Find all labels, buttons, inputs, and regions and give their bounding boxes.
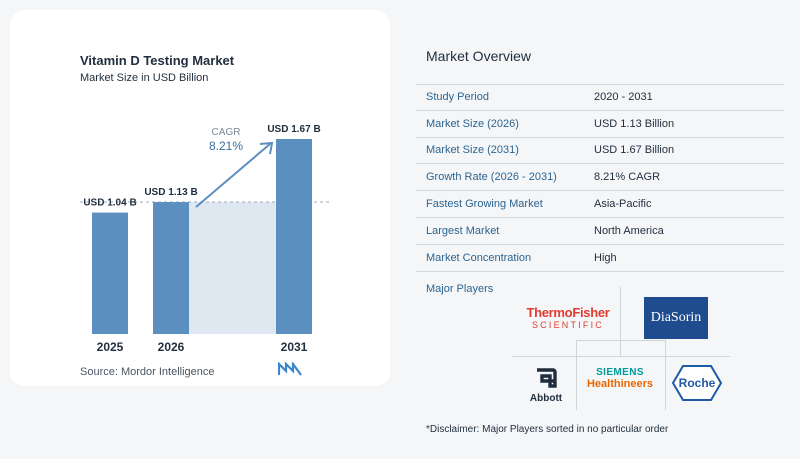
row-value: USD 1.67 Billion	[594, 144, 675, 157]
abbott-logo: Abbott	[522, 362, 570, 408]
row-label: Largest Market	[426, 224, 500, 237]
abbott-wordmark: Abbott	[529, 393, 563, 404]
healthineers-wordmark: Healthineers	[586, 377, 654, 390]
roche-hexagon-icon	[671, 365, 723, 401]
roche-logo: Roche	[671, 364, 723, 402]
overview-row: Largest Market North America	[416, 218, 784, 245]
chart-subtitle: Market Size in USD Billion	[80, 72, 209, 84]
siemens-healthineers-logo: SIEMENS Healthineers	[580, 362, 660, 394]
row-label: Market Size (2031)	[426, 144, 519, 157]
divider	[620, 287, 621, 357]
row-value: Asia-Pacific	[594, 198, 652, 211]
source-note: Source: Mordor Intelligence	[80, 366, 215, 378]
row-value: 8.21% CAGR	[594, 171, 661, 184]
overview-table: Study Period 2020 - 2031 Market Size (20…	[416, 84, 784, 272]
roche-wordmark: Roche	[678, 376, 716, 390]
row-label: Market Concentration	[426, 251, 532, 264]
siemens-wordmark: SIEMENS	[596, 366, 644, 378]
divider	[576, 340, 666, 341]
disclaimer: *Disclaimer: Major Players sorted in no …	[426, 424, 669, 435]
mordor-logo-icon	[278, 362, 302, 376]
row-value: USD 1.13 Billion	[594, 117, 675, 130]
row-value: High	[594, 251, 617, 264]
row-value: North America	[594, 224, 664, 237]
row-label: Growth Rate (2026 - 2031)	[426, 171, 557, 184]
overview-row: Market Size (2026) USD 1.13 Billion	[416, 111, 784, 138]
overview-row: Market Size (2031) USD 1.67 Billion	[416, 138, 784, 165]
diasorin-wordmark: DiaSorin	[650, 310, 702, 325]
row-label: Market Size (2026)	[426, 117, 519, 130]
overview-title: Market Overview	[426, 48, 532, 64]
major-players-label: Major Players	[426, 283, 494, 295]
overview-row: Market Concentration High	[416, 245, 784, 272]
thermo-fisher-subtext: SCIENTIFIC	[531, 319, 604, 330]
overview-row: Growth Rate (2026 - 2031) 8.21% CAGR	[416, 164, 784, 192]
thermo-fisher-wordmark: ThermoFisher	[526, 304, 610, 320]
chart-title: Vitamin D Testing Market	[80, 53, 235, 68]
abbott-icon	[537, 368, 557, 388]
divider	[665, 340, 666, 410]
overview-row: Fastest Growing Market Asia-Pacific	[416, 191, 784, 218]
diasorin-logo: DiaSorin	[644, 297, 708, 339]
overview-row: Study Period 2020 - 2031	[416, 84, 784, 111]
row-value: 2020 - 2031	[594, 91, 653, 104]
divider	[512, 356, 730, 357]
row-label: Fastest Growing Market	[426, 198, 543, 211]
divider	[576, 340, 577, 410]
row-label: Study Period	[426, 91, 489, 104]
thermo-fisher-logo: ThermoFisher SCIENTIFIC	[518, 300, 618, 334]
